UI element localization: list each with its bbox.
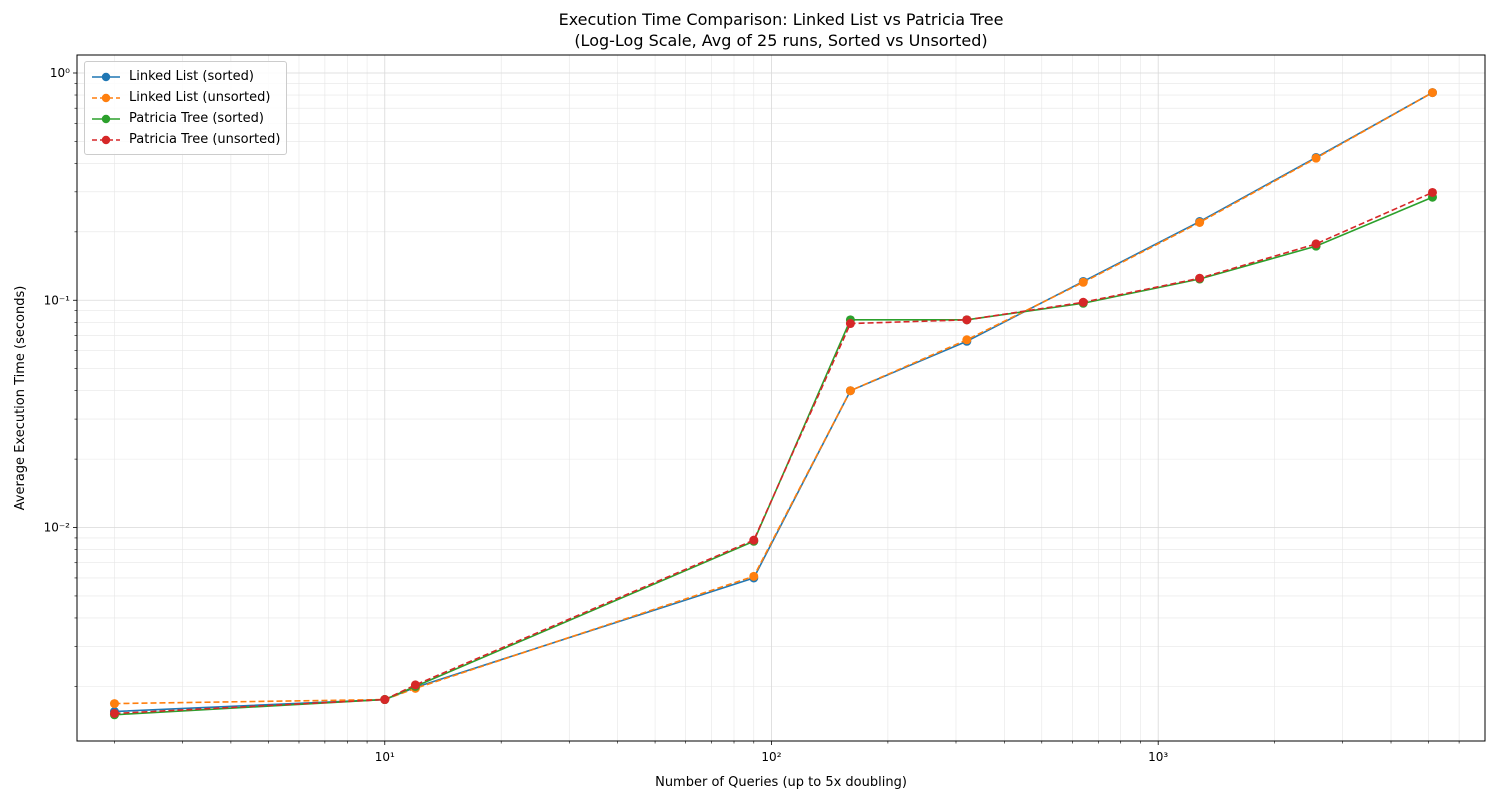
y-tick-label: 10⁰ [50, 66, 70, 80]
series-line [114, 191, 1433, 715]
y-tick-label: 10⁻² [44, 521, 71, 535]
series-3 [109, 187, 1437, 718]
data-point [845, 386, 855, 396]
data-point [1311, 239, 1321, 249]
y-tick-label: 10⁻¹ [44, 293, 71, 307]
data-point [749, 535, 759, 545]
legend-item: Patricia Tree (unsorted) [91, 129, 280, 150]
data-point [845, 319, 855, 329]
data-point [962, 315, 972, 325]
minor-gridlines [77, 55, 1485, 741]
series-2 [109, 192, 1437, 720]
x-tick-label: 10³ [1148, 750, 1168, 764]
legend-label: Patricia Tree (sorted) [129, 111, 264, 126]
major-gridlines [77, 55, 1485, 741]
series-layer [109, 88, 1437, 720]
data-point [962, 335, 972, 345]
legend-label: Linked List (unsorted) [129, 90, 271, 105]
legend-label: Linked List (sorted) [129, 69, 254, 84]
data-point [1427, 88, 1437, 98]
data-point [1427, 187, 1437, 197]
data-point [1078, 277, 1088, 287]
data-point [1078, 297, 1088, 307]
series-1 [109, 88, 1437, 709]
plot-frame [76, 54, 1486, 742]
series-line [114, 91, 1433, 713]
legend-item: Patricia Tree (sorted) [91, 108, 280, 129]
series-0 [109, 88, 1437, 717]
x-axis-label: Number of Queries (up to 5x doubling) [655, 775, 907, 790]
legend-swatch [92, 72, 120, 81]
legend-swatch [92, 135, 120, 144]
legend: Linked List (sorted) Linked List (unsorte… [84, 61, 288, 155]
legend-swatch [92, 93, 120, 102]
data-point [109, 708, 119, 718]
data-point [380, 695, 390, 705]
legend-label: Patricia Tree (unsorted) [129, 132, 281, 147]
x-tick-label: 10¹ [375, 750, 395, 764]
series-line [114, 91, 1433, 705]
data-point [1195, 273, 1205, 283]
data-point [109, 699, 119, 709]
y-axis-label: Average Execution Time (seconds) [13, 286, 28, 511]
legend-item: Linked List (unsorted) [91, 87, 280, 108]
data-point [410, 680, 420, 690]
chart-title: Execution Time Comparison: Linked List v… [558, 10, 1004, 29]
series-line [114, 196, 1433, 716]
chart-subtitle: (Log-Log Scale, Avg of 25 runs, Sorted v… [574, 31, 988, 50]
legend-swatch [92, 114, 120, 123]
data-point [749, 571, 759, 581]
ticks-layer: 10¹ 10² 10³ 10⁻² 10⁻¹ 10⁰ [44, 66, 1460, 764]
legend-item: Linked List (sorted) [91, 66, 280, 87]
data-point [1195, 217, 1205, 227]
x-tick-label: 10² [761, 750, 781, 764]
data-point [1311, 153, 1321, 163]
